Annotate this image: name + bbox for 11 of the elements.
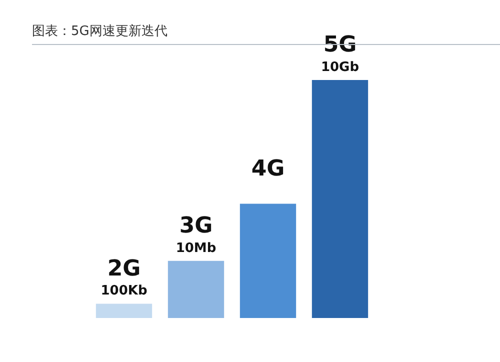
bar [240,204,296,318]
bar [168,260,224,318]
x-tick-label: 2G [107,256,141,282]
x-tick-label: 3G [179,214,213,239]
annotation: 10Gb [320,60,360,75]
bar [96,304,152,318]
bar [312,80,368,318]
annotation: 10Mb [176,240,216,256]
annotation: 100Kb [100,284,148,299]
x-tick-label: 4G [251,156,285,182]
chart-title: 图表：5G网速更新迭代 [32,24,168,39]
